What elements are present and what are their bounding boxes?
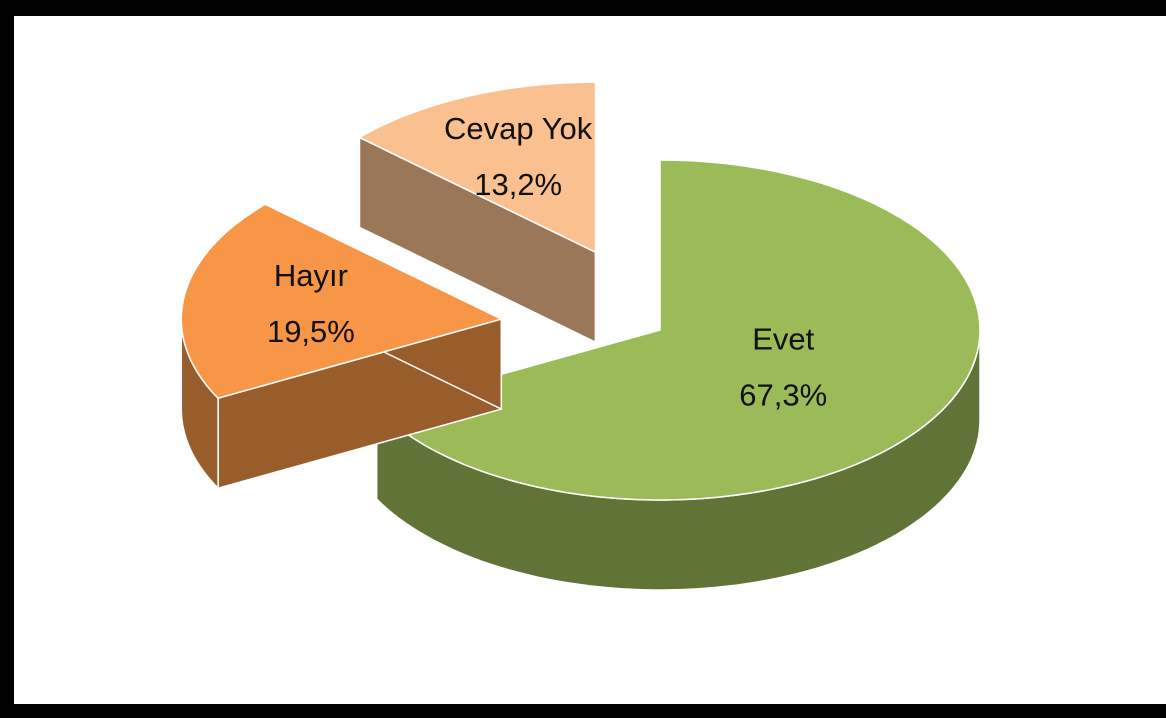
slice <box>357 81 597 254</box>
value-label: 13,2% <box>474 167 562 202</box>
value-label: 67,3% <box>739 378 827 413</box>
slice <box>180 203 504 491</box>
slice-label: Hayır <box>274 258 348 293</box>
slice <box>375 159 981 501</box>
slice <box>375 159 981 591</box>
slice <box>180 203 504 400</box>
slice <box>357 81 597 344</box>
value-label: 19,5% <box>267 314 355 349</box>
slice-label: Evet <box>752 322 814 357</box>
slice-label: Cevap Yok <box>444 111 593 146</box>
